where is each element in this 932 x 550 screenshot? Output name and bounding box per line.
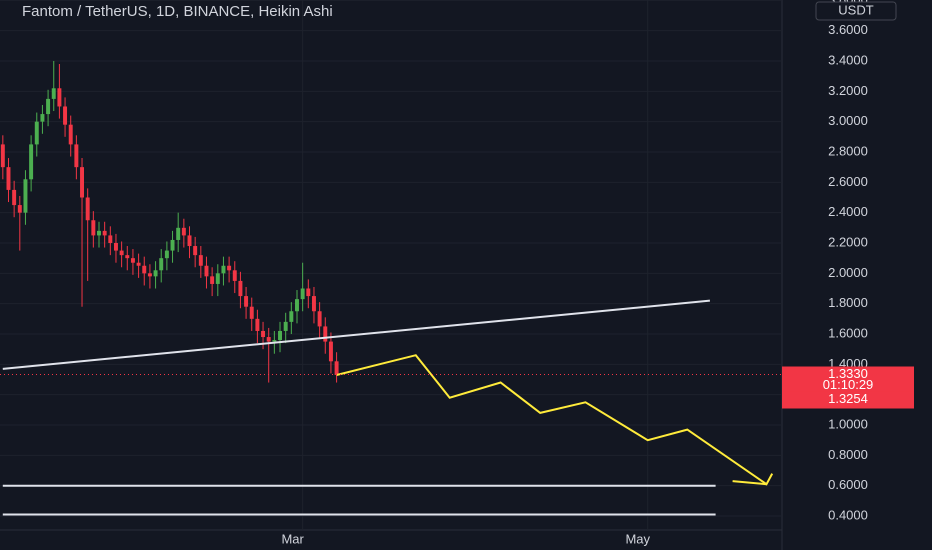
grid [0,0,782,530]
candle-body [227,265,232,271]
currency-box[interactable] [815,1,897,21]
y-tick-label: 1.8000 [828,295,868,310]
drawing-line [2,299,710,370]
candle-body [85,197,90,221]
candle-body [102,230,107,236]
y-tick-label: 3.6000 [828,22,868,37]
y-tick-label: 0.4000 [828,507,868,522]
y-tick-label: 1.0000 [828,416,868,431]
plot [0,60,782,516]
candle-body [51,88,56,99]
candle-body [323,326,328,342]
candle-body [300,288,305,300]
candle-body [283,321,288,331]
y-tick-label: 0.8000 [828,447,868,462]
drawing-line [732,480,767,486]
candle-body [57,88,62,107]
y-tick-label: 3.2000 [828,83,868,98]
candle-body [159,258,164,271]
candle-body [328,341,333,362]
candle-body [97,230,101,236]
candle-body [142,265,147,274]
candle-body [255,318,260,331]
candle-body [289,311,294,322]
candle-body [170,239,175,251]
candle-body [210,276,215,284]
candle-body [74,144,79,168]
candle-body [278,330,282,341]
candle-body [34,121,39,145]
candle-body [193,246,198,256]
y-tick-label: 2.6000 [828,174,868,189]
candle-body [68,124,73,145]
candle-body [29,144,34,180]
last-price-label: 1.3330 [828,366,868,381]
candle-body [272,340,277,342]
candle-body [232,270,237,281]
candle-body [130,258,135,263]
candle-body [244,296,249,307]
price-axis: 0.40000.60000.80001.00001.20001.40001.60… [281,0,914,546]
candle-body [108,235,113,243]
chart-title: Fantom / TetherUS, 1D, BINANCE, Heikin A… [22,3,333,20]
candle-body [261,330,266,338]
candle-body [306,288,311,297]
price-marker-box [782,391,914,407]
candle-body [204,265,209,277]
candle-body [334,361,339,375]
candle-body [317,311,322,327]
candle-body [46,98,51,115]
candle-body [181,227,186,236]
candle-body [91,220,96,236]
candle-body [164,250,169,259]
drawing-line [336,354,774,486]
candle-body [0,144,5,168]
x-tick-label: Mar [281,531,304,546]
y-tick-label: 2.0000 [828,265,868,280]
candle-body [136,262,141,266]
candle-body [176,227,181,240]
candle-body [147,273,152,277]
candle-body [266,337,271,342]
candle-body [125,255,130,259]
y-tick-label: 2.4000 [828,204,868,219]
candle-body [198,255,203,266]
y-tick-label: 1.6000 [828,325,868,340]
candle-body [295,299,299,312]
candle-body [221,265,226,274]
y-tick-label: 3.0000 [828,113,868,128]
candle-body [215,273,220,284]
candle-body [80,167,85,198]
y-tick-label: 2.8000 [828,143,868,158]
currency-label: USDT [838,2,873,17]
y-tick-label: 2.2000 [828,234,868,249]
x-tick-label: May [625,531,650,546]
candle-body [119,250,124,256]
candle-body [153,270,158,277]
countdown-label: 01:10:29 [823,377,874,392]
candle-body [249,306,254,319]
candle-body [187,235,192,247]
y-tick-label: 3.4000 [828,52,868,67]
candle-body [40,114,45,122]
candle-body [23,179,28,213]
price-marker-label: 1.3254 [828,391,868,406]
candle-body [12,189,17,206]
candle-body [238,280,243,297]
candle-body [63,106,68,125]
candle-body [113,242,118,251]
candle-body [6,167,11,190]
candle-body [311,296,316,312]
candle-body [17,205,22,213]
y-tick-label: 0.6000 [828,477,868,492]
